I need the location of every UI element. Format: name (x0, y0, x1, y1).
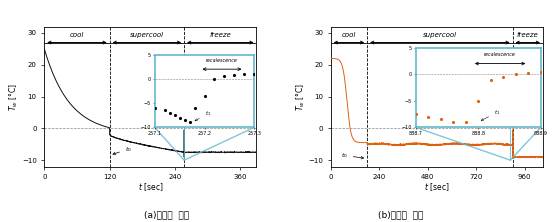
Text: supercool: supercool (130, 32, 164, 38)
Text: $t_0$: $t_0$ (341, 151, 363, 160)
Text: cool: cool (342, 32, 356, 38)
Text: supercool: supercool (423, 32, 457, 38)
Text: cool: cool (70, 32, 84, 38)
Text: $t_0$: $t_0$ (113, 145, 132, 155)
Y-axis label: $T_w$ [°C]: $T_w$ [°C] (8, 83, 20, 111)
Text: freeze: freeze (517, 32, 538, 38)
Text: (b)초발수  표면: (b)초발수 표면 (378, 211, 424, 220)
Text: freeze: freeze (209, 32, 231, 38)
X-axis label: $t$ [sec]: $t$ [sec] (137, 182, 163, 193)
X-axis label: $t$ [sec]: $t$ [sec] (424, 182, 450, 193)
Text: (a)무처리  표면: (a)무처리 표면 (144, 211, 189, 220)
Y-axis label: $T_w$ [°C]: $T_w$ [°C] (294, 83, 307, 111)
